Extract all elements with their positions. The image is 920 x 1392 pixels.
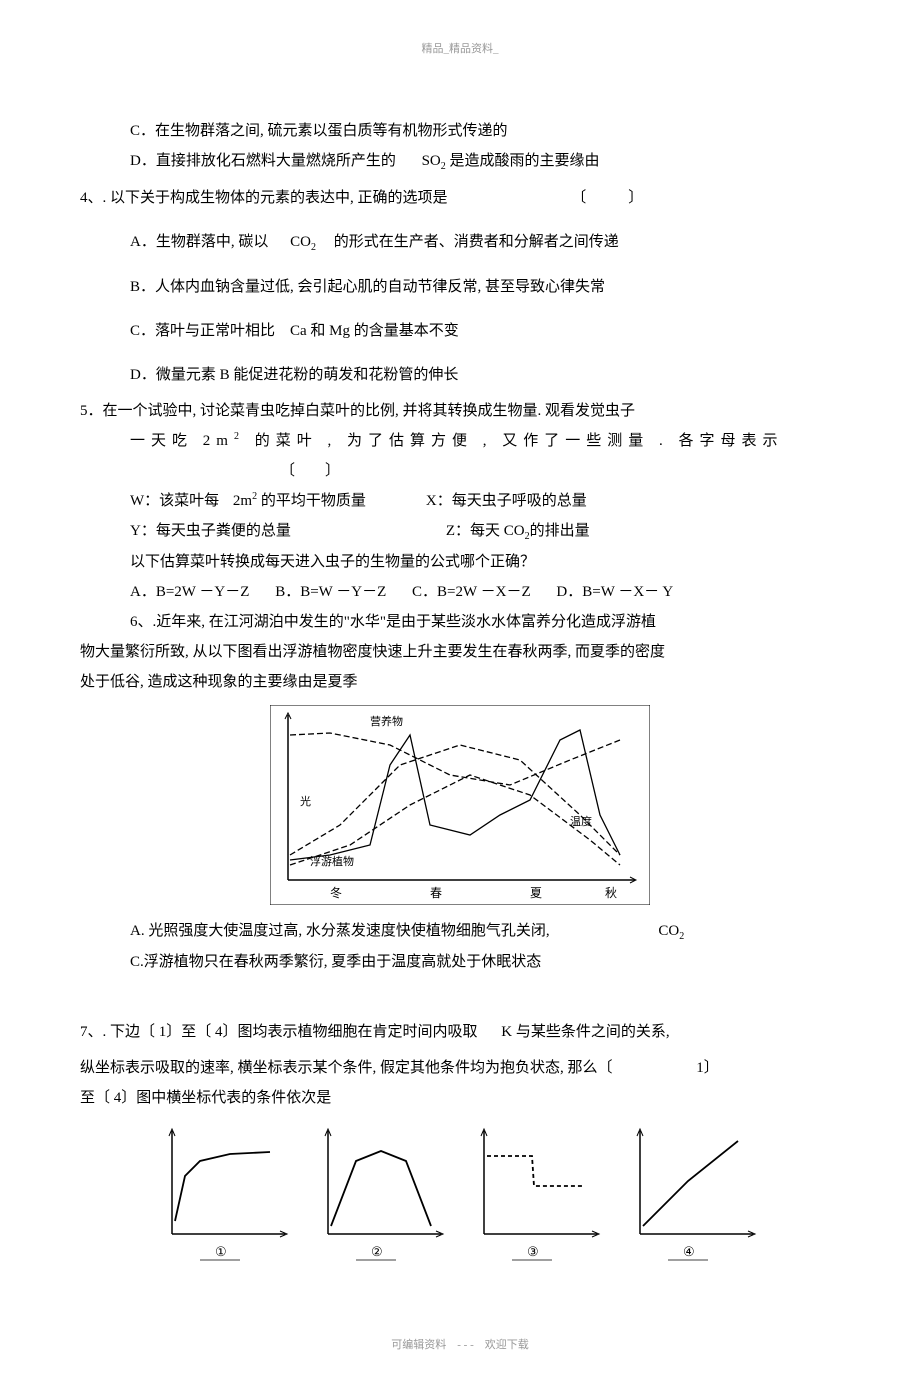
q7-p3: 至〔 4〕图中横坐标代表的条件依次是 bbox=[80, 1083, 840, 1113]
svg-text:秋: 秋 bbox=[605, 886, 617, 900]
q4-stem: 4、. 以下关于构成生物体的元素的表达中, 正确的选项是 〔 〕 bbox=[80, 183, 840, 213]
q6a-co2: CO2 bbox=[658, 923, 684, 939]
q5-opt-b: B．B=W －Y－Z bbox=[275, 584, 386, 600]
svg-text:①: ① bbox=[215, 1244, 227, 1259]
q6-p3: 处于低谷, 造成这种现象的主要缘由是夏季 bbox=[80, 667, 840, 697]
q6-p2: 物大量繁衍所致, 从以下图看出浮游植物密度快速上升主要发生在春秋两季, 而夏季的… bbox=[80, 637, 840, 667]
q5-stem2-a: 一天吃 bbox=[130, 433, 193, 449]
q3d-so2: SO2 bbox=[422, 153, 446, 169]
svg-text:④: ④ bbox=[683, 1244, 695, 1259]
q4-bracket: 〔 〕 bbox=[571, 190, 647, 206]
q7-p1-a: 7、. 下边〔 1〕至〔 4〕图均表示植物细胞在肯定时间内吸取 bbox=[80, 1024, 478, 1040]
page-header: 精品_精品资料_ bbox=[80, 40, 840, 56]
svg-text:冬: 冬 bbox=[330, 885, 342, 900]
q7-small-multiples: ① ② ③ ④ bbox=[140, 1121, 780, 1271]
q5-bracket: 〔 〕 bbox=[80, 456, 840, 486]
svg-text:光: 光 bbox=[300, 794, 311, 808]
q5-y-z: Y：每天虫子粪便的总量 Z：每天 CO2的排出量 bbox=[80, 516, 840, 547]
q7-p1: 7、. 下边〔 1〕至〔 4〕图均表示植物细胞在肯定时间内吸取 K 与某些条件之… bbox=[80, 1017, 840, 1047]
q4a-co2: CO2 bbox=[290, 234, 316, 250]
svg-text:营养物: 营养物 bbox=[370, 714, 403, 728]
q7-p2: 纵坐标表示吸取的速率, 横坐标表示某个条件, 假定其他条件均为抱负状态, 那么〔… bbox=[80, 1053, 840, 1083]
svg-text:春: 春 bbox=[430, 886, 442, 900]
q4-option-b: B．人体内血钠含量过低, 会引起心肌的自动节律反常, 甚至导致心律失常 bbox=[80, 272, 840, 302]
q3d-text-b: 是造成酸雨的主要缘由 bbox=[450, 153, 600, 169]
q5-opt-c: C．B=2W －X－Z bbox=[412, 584, 531, 600]
q6a-text: A. 光照强度大使温度过高, 水分蒸发速度快使植物细胞气孔关闭, bbox=[130, 923, 550, 939]
q5-stem-2: 一天吃 2m2 的菜叶 , 为了估算方便 , 又作了一些测量 . 各字母表示 bbox=[80, 426, 840, 456]
q4a-text-c: 的形式在生产者、消费者和分解者之间传递 bbox=[334, 234, 619, 250]
q5-options: A．B=2W －Y－Z B．B=W －Y－Z C．B=2W －X－Z D．B=W… bbox=[80, 577, 840, 607]
svg-text:夏: 夏 bbox=[530, 886, 542, 900]
q7-p2-b: 1〕 bbox=[696, 1060, 719, 1076]
q5-x: X：每天虫子呼吸的总量 bbox=[426, 486, 587, 516]
q7-charts-wrap: ① ② ③ ④ bbox=[80, 1121, 840, 1276]
q5-w: W：该菜叶每 2m2 的平均干物质量 bbox=[130, 486, 366, 516]
q5-ask: 以下估算菜叶转换成每天进入虫子的生物量的公式哪个正确？ bbox=[80, 547, 840, 577]
q6-option-a: A. 光照强度大使温度过高, 水分蒸发速度快使植物细胞气孔关闭, CO2 bbox=[80, 916, 840, 947]
q3d-text-a: D．直接排放化石燃料大量燃烧所产生的 bbox=[130, 153, 396, 169]
q7-p1-b: K 与某些条件之间的关系, bbox=[501, 1024, 669, 1040]
q4-option-d: D．微量元素 B 能促进花粉的萌发和花粉管的伸长 bbox=[80, 360, 840, 390]
q4-option-c: C．落叶与正常叶相比 Ca 和 Mg 的含量基本不变 bbox=[80, 316, 840, 346]
q3-option-c: C．在生物群落之间, 硫元素以蛋白质等有机物形式传递的 bbox=[80, 116, 840, 146]
q5-stem-1: 5．在一个试验中, 讨论菜青虫吃掉白菜叶的比例, 并将其转换成生物量. 观看发觉… bbox=[80, 396, 840, 426]
q7-p2-a: 纵坐标表示吸取的速率, 横坐标表示某个条件, 假定其他条件均为抱负状态, 那么〔 bbox=[80, 1060, 613, 1076]
q4a-text-a: A．生物群落中, 碳以 bbox=[130, 234, 268, 250]
q3-option-d: D．直接排放化石燃料大量燃烧所产生的 SO2 是造成酸雨的主要缘由 bbox=[80, 146, 840, 177]
q4-stem-text: 4、. 以下关于构成生物体的元素的表达中, 正确的选项是 bbox=[80, 190, 448, 206]
q6-chart-wrap: 冬 春 夏 秋 营养物光温度浮游植物 bbox=[80, 705, 840, 910]
svg-text:②: ② bbox=[371, 1244, 383, 1259]
q5-opt-a: A．B=2W －Y－Z bbox=[130, 584, 249, 600]
q5-opt-d: D．B=W －X－ Y bbox=[556, 584, 673, 600]
document-page: 精品_精品资料_ C．在生物群落之间, 硫元素以蛋白质等有机物形式传递的 D．直… bbox=[0, 0, 920, 1392]
q5-z: Z：每天 CO2的排出量 bbox=[446, 516, 590, 547]
page-footer: 可编辑资料 - - - 欢迎下载 bbox=[80, 1336, 840, 1352]
svg-text:③: ③ bbox=[527, 1244, 539, 1259]
q5-stem2-c: 的菜叶 , 为了估算方便 , 又作了一些测量 . 各字母表示 bbox=[255, 433, 784, 449]
q5-w-x: W：该菜叶每 2m2 的平均干物质量 X：每天虫子呼吸的总量 bbox=[80, 486, 840, 516]
q5-y: Y：每天虫子粪便的总量 bbox=[130, 516, 291, 547]
svg-text:温度: 温度 bbox=[570, 814, 592, 828]
q4-option-a: A．生物群落中, 碳以 CO2 的形式在生产者、消费者和分解者之间传递 bbox=[80, 227, 840, 258]
q6-line-chart: 冬 春 夏 秋 营养物光温度浮游植物 bbox=[270, 705, 650, 905]
q6-option-c: C.浮游植物只在春秋两季繁衍, 夏季由于温度高就处于休眠状态 bbox=[80, 947, 840, 977]
svg-text:浮游植物: 浮游植物 bbox=[310, 854, 354, 868]
q5-2m2: 2m2 bbox=[203, 433, 245, 449]
q6-p1: 6、.近年来, 在江河湖泊中发生的"水华"是由于某些淡水水体富养分化造成浮游植 bbox=[80, 607, 840, 637]
